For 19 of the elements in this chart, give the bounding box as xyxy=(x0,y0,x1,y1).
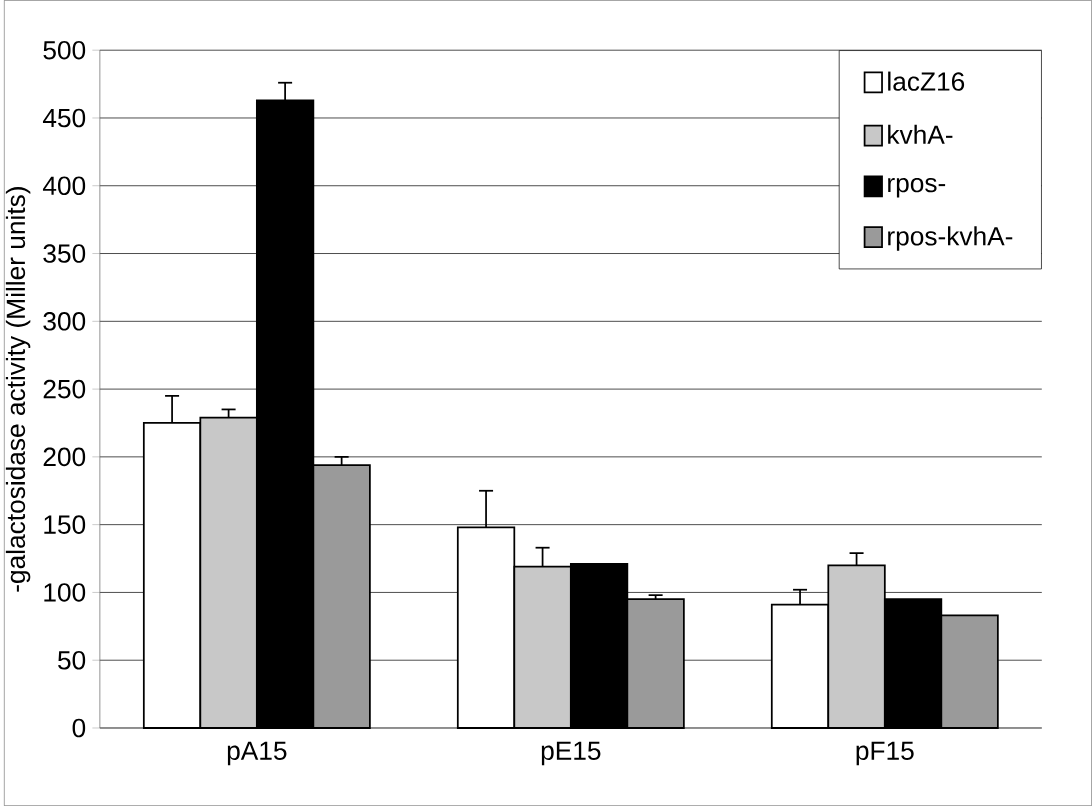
y-tick-label: 200 xyxy=(43,447,86,467)
y-tick-label: 150 xyxy=(44,515,86,534)
y-tick-label: 500 xyxy=(43,40,86,60)
x-tick-label: pE15 xyxy=(541,741,601,766)
legend-label: kvhA- xyxy=(888,124,953,144)
legend-label: rpos- xyxy=(888,177,946,198)
y-tick-label: 250 xyxy=(43,379,86,399)
x-tick-label: pF15 xyxy=(856,741,914,766)
y-axis-title: -galactosidase activity (Miller units) xyxy=(5,187,31,592)
y-tick-label: 450 xyxy=(42,108,86,128)
x-tick-label: pA15 xyxy=(227,741,287,766)
y-tick-label: 0 xyxy=(72,718,86,738)
y-tick-label: 300 xyxy=(43,311,86,331)
y-tick-label: 400 xyxy=(42,176,86,195)
y-tick-label: 350 xyxy=(43,244,86,263)
legend-label: lacZ16 xyxy=(888,71,965,91)
y-tick-label: 50 xyxy=(58,650,86,670)
legend-label: rpos-kvhA- xyxy=(888,226,1013,251)
y-tick-label: 100 xyxy=(44,583,86,602)
